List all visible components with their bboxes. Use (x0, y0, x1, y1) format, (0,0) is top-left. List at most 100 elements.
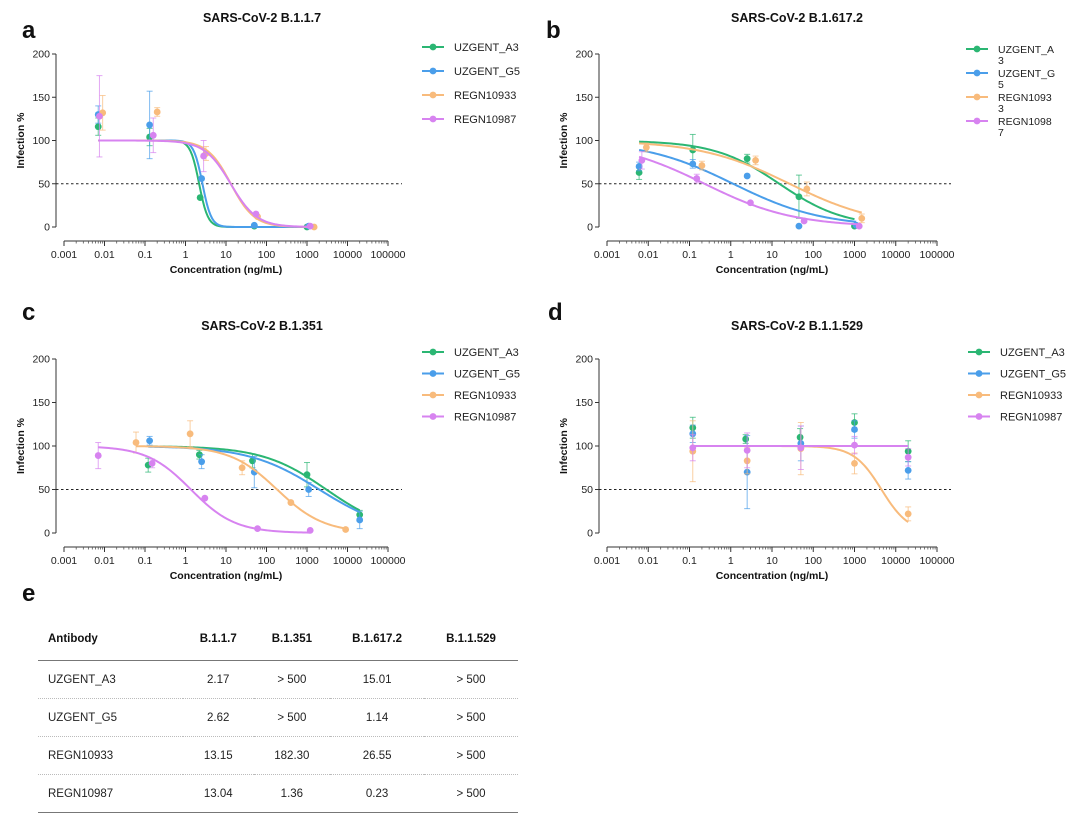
legend-label-line: UZGENT_G5 (454, 66, 520, 78)
x-tick-label: 100000 (919, 555, 954, 567)
data-point (94, 452, 102, 459)
legend-label: REGN10987 (1000, 412, 1062, 424)
legend-swatch-marker (973, 93, 981, 101)
table-cell: > 500 (253, 698, 331, 737)
x-tick-label: 100 (258, 555, 276, 567)
x-tick-label: 100 (804, 555, 822, 567)
legend-swatch-marker (975, 370, 983, 377)
legend-label: UZGENT_G5 (1000, 369, 1066, 381)
x-tick-label: 100 (258, 249, 276, 261)
x-tick-label: 0.001 (51, 555, 77, 567)
legend-swatch-marker (429, 67, 437, 75)
data-point (96, 112, 103, 120)
x-axis-title: Concentration (ng/mL) (716, 264, 829, 276)
data-point (904, 510, 912, 518)
data-point (795, 222, 803, 230)
data-point (693, 175, 701, 182)
legend-label: REGN10933 (454, 390, 516, 402)
data-point (635, 163, 643, 170)
y-tick-label: 150 (32, 92, 50, 104)
data-point (904, 453, 912, 461)
data-point (356, 516, 364, 524)
data-point (743, 172, 751, 180)
legend-swatch-marker (975, 413, 983, 420)
data-point (250, 221, 258, 229)
data-point (642, 144, 650, 151)
data-point (689, 444, 697, 452)
data-point (800, 217, 808, 225)
x-tick-label: 0.001 (51, 249, 77, 261)
legend-label-line: UZGENT_G5 (454, 369, 520, 381)
x-tick-label: 10000 (881, 249, 910, 261)
y-tick-label: 150 (575, 397, 593, 409)
table-header-cell: B.1.351 (253, 618, 331, 661)
chart-panel-d: d SARS-CoV-2 B.1.1.529 0 50 100 150 200 0.001 0.… (548, 299, 1066, 582)
table-cell: 26.55 (330, 736, 425, 775)
x-tick-label: 0.01 (638, 555, 659, 567)
data-point (851, 426, 858, 433)
x-tick-label: 0.1 (138, 555, 153, 567)
legend-swatch-marker (429, 413, 437, 420)
legend-label-line: 7 (998, 127, 1004, 139)
data-point (803, 185, 811, 193)
data-point (132, 439, 140, 446)
legend-label: UZGENT_A3 (454, 347, 519, 359)
table-row: REGN10933 13.15 182.30 26.55 > 500 (38, 736, 518, 775)
legend-label-line: REGN10933 (454, 90, 516, 102)
data-point (146, 437, 154, 445)
data-point (303, 471, 311, 479)
x-axis-title: Concentration (ng/mL) (170, 570, 283, 582)
chart-panel-c: c SARS-CoV-2 B.1.351 0 50 100 150 200 0.001 0.01… (15, 299, 520, 582)
data-point (198, 175, 206, 182)
y-tick-label: 100 (32, 441, 50, 453)
x-tick-label: 10 (766, 249, 778, 261)
x-tick-label: 0.001 (594, 249, 620, 261)
y-tick-label: 100 (32, 135, 50, 147)
series-group (146, 435, 364, 530)
x-tick-label: 0.1 (682, 555, 697, 567)
legend-swatch-marker (975, 391, 983, 399)
data-point (747, 199, 754, 207)
data-point (238, 464, 246, 472)
data-point (796, 433, 804, 441)
chart-title: SARS-CoV-2 B.1.351 (201, 319, 323, 333)
data-point (252, 210, 260, 218)
x-tick-label: 1000 (843, 249, 867, 261)
x-tick-label: 0.001 (594, 555, 620, 567)
y-tick-label: 50 (38, 178, 50, 190)
x-tick-label: 1000 (295, 555, 319, 567)
panel-letter-e: e (22, 580, 36, 607)
fit-curve (639, 140, 855, 221)
data-point (146, 121, 154, 129)
x-tick-label: 10 (220, 555, 232, 567)
data-point (797, 444, 805, 452)
x-tick-label: 0.1 (138, 249, 153, 261)
legend-label-line: 3 (998, 103, 1004, 115)
x-tick-label: 10000 (333, 555, 362, 567)
x-tick-label: 10 (220, 249, 232, 261)
table-cell: > 500 (253, 660, 331, 699)
table-cell: > 500 (424, 736, 518, 775)
y-tick-label: 150 (575, 92, 593, 104)
data-point (196, 194, 204, 201)
y-axis-title: Infection % (15, 417, 27, 474)
series-group (132, 420, 350, 533)
data-point (851, 460, 858, 467)
series-group (635, 133, 858, 230)
x-tick-label: 100000 (370, 249, 405, 261)
data-point (305, 486, 313, 493)
legend-label-line: 3 (998, 55, 1004, 67)
table-cell: 182.30 (253, 736, 331, 775)
table-cell: > 500 (424, 660, 518, 699)
legend-label-line: REGN10933 (454, 390, 516, 402)
table-cell: 2.17 (182, 660, 254, 699)
data-point (858, 214, 866, 222)
data-point (795, 193, 803, 201)
y-tick-label: 200 (32, 49, 50, 61)
legend-swatch-marker (973, 45, 981, 53)
data-point (149, 131, 157, 139)
table-cell: > 500 (424, 774, 518, 813)
data-point (94, 123, 102, 131)
fit-curve (638, 148, 857, 223)
